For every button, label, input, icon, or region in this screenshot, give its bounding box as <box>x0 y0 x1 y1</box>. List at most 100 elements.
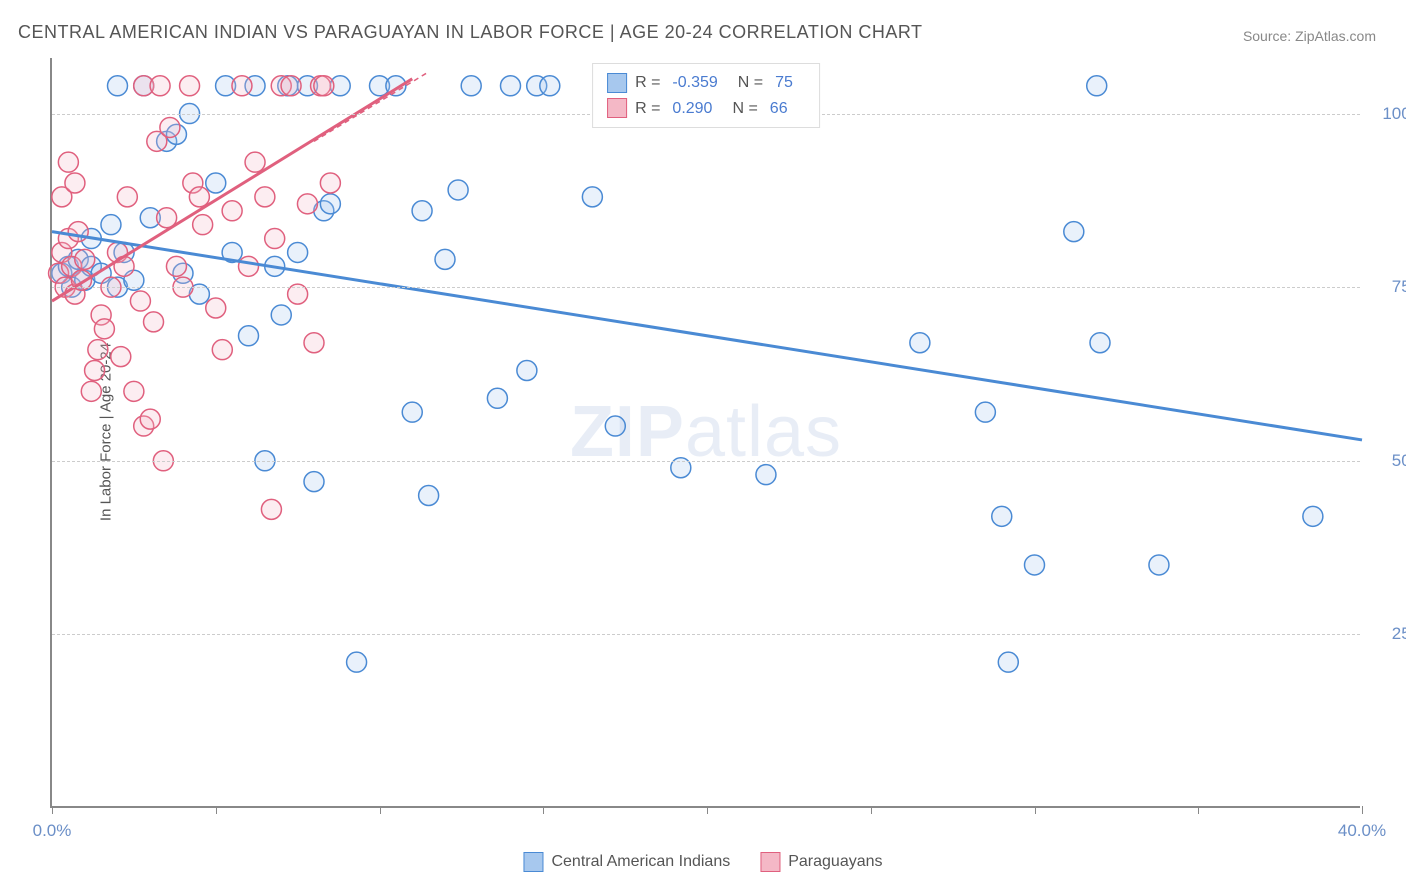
data-point <box>88 340 108 360</box>
x-tick <box>1035 806 1036 814</box>
data-point <box>68 222 88 242</box>
y-tick-label: 50.0% <box>1370 451 1406 471</box>
legend-swatch <box>607 73 627 93</box>
data-point <box>206 173 226 193</box>
data-point <box>166 256 186 276</box>
data-point <box>94 319 114 339</box>
data-point <box>117 187 137 207</box>
plot-area: ZIPatlas In Labor Force | Age 20-24 25.0… <box>50 58 1360 808</box>
y-tick-label: 25.0% <box>1370 624 1406 644</box>
data-point <box>124 381 144 401</box>
y-tick-label: 100.0% <box>1370 104 1406 124</box>
data-point <box>304 333 324 353</box>
x-tick <box>1198 806 1199 814</box>
stat-legend: R = -0.359 N = 75 R = 0.290 N = 66 <box>592 63 820 128</box>
data-point <box>314 76 334 96</box>
data-point <box>189 187 209 207</box>
chart-svg <box>52 58 1360 806</box>
data-point <box>1303 506 1323 526</box>
data-point <box>448 180 468 200</box>
data-point <box>1087 76 1107 96</box>
data-point <box>255 187 275 207</box>
data-point <box>180 76 200 96</box>
x-tick <box>1362 806 1363 814</box>
x-tick <box>380 806 381 814</box>
gridline <box>52 634 1360 635</box>
chart-title: CENTRAL AMERICAN INDIAN VS PARAGUAYAN IN… <box>18 22 923 43</box>
data-point <box>193 215 213 235</box>
data-point <box>297 194 317 214</box>
data-point <box>239 326 259 346</box>
legend-label: Paraguayans <box>788 853 882 871</box>
legend-item: Central American Indians <box>523 852 730 872</box>
x-tick <box>871 806 872 814</box>
data-point <box>347 652 367 672</box>
data-point <box>206 298 226 318</box>
data-point <box>245 152 265 172</box>
gridline <box>52 461 1360 462</box>
data-point <box>1025 555 1045 575</box>
source-attribution: Source: ZipAtlas.com <box>1243 28 1376 44</box>
stat-n-label: N = <box>738 70 763 96</box>
data-point <box>130 291 150 311</box>
data-point <box>419 486 439 506</box>
data-point <box>320 194 340 214</box>
legend-swatch <box>760 852 780 872</box>
data-point <box>261 499 281 519</box>
data-point <box>85 361 105 381</box>
data-point <box>265 229 285 249</box>
x-tick <box>543 806 544 814</box>
legend-swatch <box>523 852 543 872</box>
data-point <box>402 402 422 422</box>
data-point <box>140 409 160 429</box>
x-tick-label: 0.0% <box>33 821 72 841</box>
data-point <box>517 361 537 381</box>
data-point <box>487 388 507 408</box>
data-point <box>239 256 259 276</box>
stat-n-value: 75 <box>775 70 793 96</box>
stat-r-value: -0.359 <box>672 70 717 96</box>
data-point <box>304 472 324 492</box>
data-point <box>435 249 455 269</box>
data-point <box>1149 555 1169 575</box>
data-point <box>108 76 128 96</box>
x-tick <box>707 806 708 814</box>
data-point <box>1064 222 1084 242</box>
series-legend: Central American Indians Paraguayans <box>523 852 882 872</box>
x-tick <box>216 806 217 814</box>
stat-r-label: R = <box>635 70 660 96</box>
stat-legend-row: R = -0.359 N = 75 <box>607 70 805 96</box>
data-point <box>998 652 1018 672</box>
legend-swatch <box>607 98 627 118</box>
data-point <box>58 152 78 172</box>
data-point <box>271 305 291 325</box>
stat-n-label: N = <box>732 96 757 122</box>
data-point <box>992 506 1012 526</box>
data-point <box>212 340 232 360</box>
data-point <box>101 215 121 235</box>
data-point <box>281 76 301 96</box>
regression-line <box>52 79 412 301</box>
data-point <box>288 242 308 262</box>
data-point <box>150 76 170 96</box>
stat-r-label: R = <box>635 96 660 122</box>
data-point <box>160 117 180 137</box>
data-point <box>605 416 625 436</box>
data-point <box>412 201 432 221</box>
gridline <box>52 287 1360 288</box>
data-point <box>756 465 776 485</box>
data-point <box>1090 333 1110 353</box>
data-point <box>540 76 560 96</box>
data-point <box>320 173 340 193</box>
stat-legend-row: R = 0.290 N = 66 <box>607 96 805 122</box>
data-point <box>144 312 164 332</box>
stat-n-value: 66 <box>770 96 788 122</box>
data-point <box>461 76 481 96</box>
data-point <box>910 333 930 353</box>
legend-item: Paraguayans <box>760 852 882 872</box>
data-point <box>222 201 242 221</box>
data-point <box>111 347 131 367</box>
data-point <box>81 381 101 401</box>
data-point <box>65 173 85 193</box>
stat-r-value: 0.290 <box>672 96 712 122</box>
